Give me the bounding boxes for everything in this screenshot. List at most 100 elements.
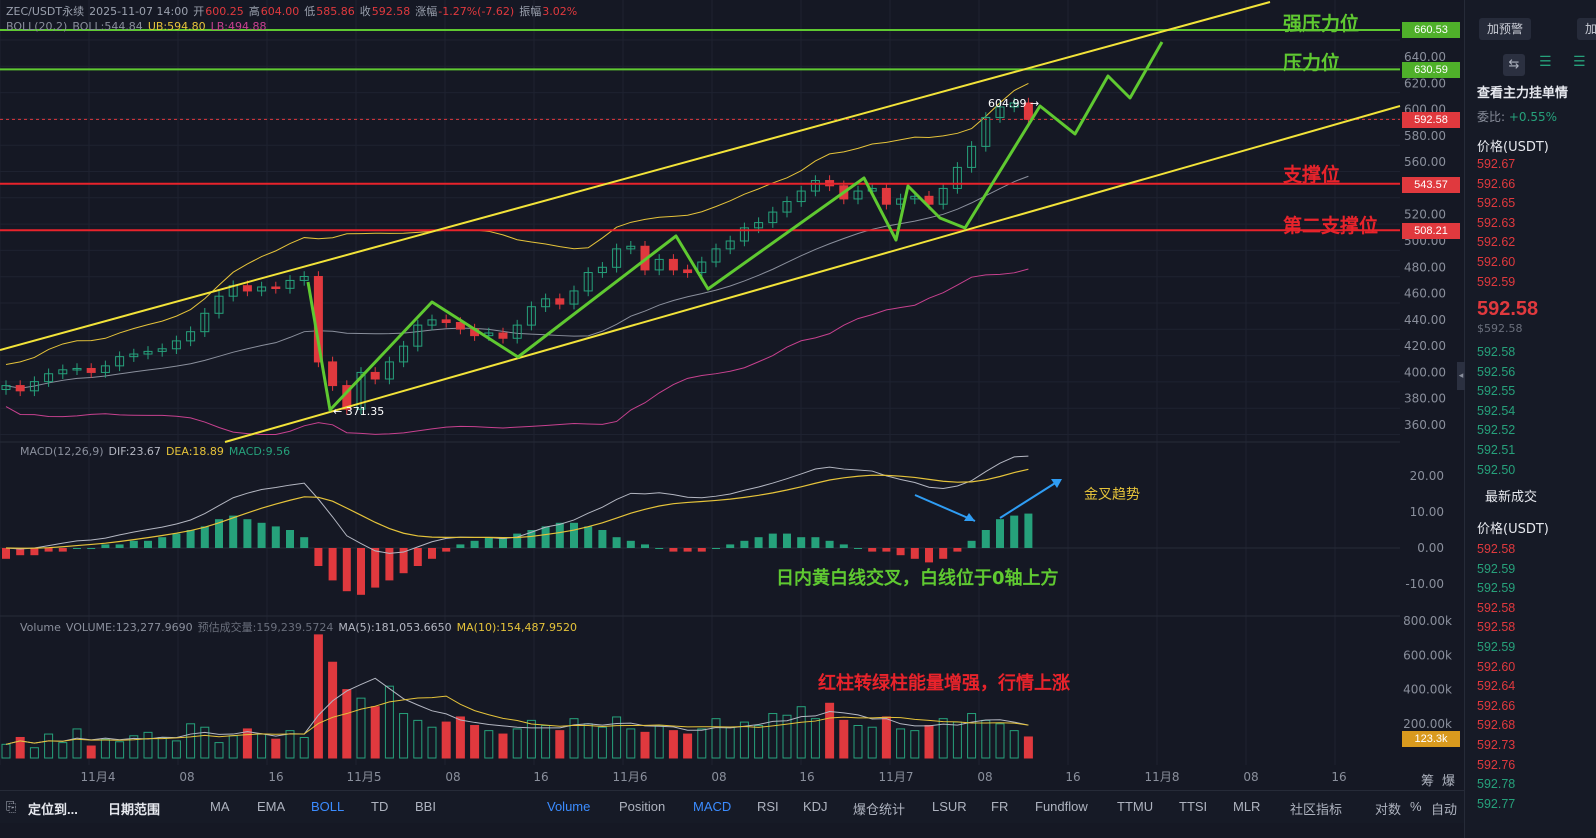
candle-body [668, 258, 678, 271]
macd-bar [555, 522, 564, 548]
add-alert-button[interactable]: 加预警 [1479, 18, 1532, 40]
bid-row[interactable]: 592.51 [1477, 443, 1516, 457]
locate-button[interactable]: 定位到... [28, 802, 78, 817]
indicator-mlr[interactable]: MLR [1233, 799, 1261, 814]
date-range-button[interactable]: 日期范围 [108, 802, 161, 817]
candle-body [981, 116, 991, 147]
orderbook-bids-icon[interactable]: ☰ [1539, 54, 1552, 70]
trade-row[interactable]: 592.78 [1477, 777, 1516, 792]
bid-row[interactable]: 592.58 [1477, 345, 1516, 359]
candle-body [1, 385, 11, 391]
volume-bar [839, 719, 849, 759]
macd-bar [101, 544, 110, 548]
ask-row[interactable]: 592.67 [1477, 157, 1516, 171]
indicator-fr[interactable]: FR [991, 799, 1009, 814]
low-price-mark: ← 371.35 [333, 405, 384, 418]
trade-row[interactable]: 592.59 [1477, 581, 1516, 596]
volume-label[interactable]: Volume [20, 621, 61, 634]
trade-row[interactable]: 592.68 [1477, 718, 1516, 733]
trade-row[interactable]: 592.73 [1477, 738, 1516, 752]
trade-row[interactable]: 592.59 [1477, 640, 1516, 654]
indicator-ttmu[interactable]: TTMU [1117, 799, 1154, 814]
candle-body [157, 348, 167, 352]
indicator-rsi[interactable]: RSI [757, 799, 779, 814]
ask-row[interactable]: 592.66 [1477, 176, 1516, 191]
macd-bar [328, 548, 337, 581]
volume-bar [58, 742, 68, 759]
log-scale-toggle[interactable]: 对数 [1375, 802, 1402, 817]
orderbook-asks-icon[interactable]: ☰ [1573, 54, 1586, 70]
bid-row[interactable]: 592.55 [1477, 384, 1516, 399]
macd-bar [115, 544, 124, 548]
indicator-volume[interactable]: Volume [547, 799, 591, 814]
ask-row[interactable]: 592.62 [1477, 235, 1516, 250]
lower-channel-line [224, 105, 1401, 443]
community-indicators-button[interactable]: 社区指标 [1290, 802, 1343, 817]
volume-bar [157, 736, 167, 759]
down-arrow-head [964, 513, 975, 521]
amp-label: 振幅 [519, 5, 542, 18]
trade-row[interactable]: 592.58 [1477, 620, 1516, 635]
percent-toggle[interactable]: % [1410, 799, 1422, 814]
orderbook-both-icon[interactable]: ⇆ [1503, 54, 1525, 76]
indicator-macd[interactable]: MACD [693, 799, 732, 814]
bid-row[interactable]: 592.56 [1477, 364, 1516, 379]
macd-bar [229, 515, 238, 548]
liquidation-map-button[interactable]: 爆 [1442, 773, 1456, 788]
indicator-ttsi[interactable]: TTSI [1179, 799, 1208, 814]
candle-body [15, 385, 25, 392]
indicator-ema[interactable]: EMA [257, 799, 286, 814]
trade-row[interactable]: 592.59 [1477, 561, 1516, 576]
boll-label[interactable]: BOLL(20,2) [6, 20, 68, 33]
macd-bar [570, 522, 578, 548]
trade-row[interactable]: 592.77 [1477, 796, 1516, 811]
view-main-orders-link[interactable]: 查看主力挂单情 [1477, 86, 1569, 101]
trade-row[interactable]: 592.58 [1477, 600, 1516, 615]
trade-row[interactable]: 592.58 [1477, 542, 1516, 556]
time-tick-label: 11月4 [81, 770, 116, 784]
indicator-bbi[interactable]: BBI [415, 799, 436, 814]
trade-row[interactable]: 592.60 [1477, 659, 1516, 674]
indicator-td[interactable]: TD [371, 799, 389, 814]
candle-body [455, 321, 465, 330]
macd-bar [981, 530, 990, 548]
collapse-panel-icon[interactable]: ◂ [1457, 362, 1465, 390]
ask-row[interactable]: 592.63 [1477, 215, 1516, 230]
order-ratio: 委比: +0.55% [1477, 108, 1557, 125]
boll-lower-line [5, 268, 1029, 435]
bid-row[interactable]: 592.54 [1477, 403, 1516, 418]
trade-row[interactable]: 592.64 [1477, 679, 1516, 694]
volume-bar [441, 721, 451, 759]
auto-scale-toggle[interactable]: 自动 [1431, 802, 1458, 817]
strong-resistance-label: 强压力位 [1283, 13, 1360, 35]
price-tick-label: 580.00 [1404, 129, 1446, 143]
ratio-label: 委比: [1477, 110, 1506, 124]
indicator-liquidation[interactable]: 爆仓统计 [853, 802, 906, 817]
time-label: 2025-11-07 14:00 [89, 5, 189, 18]
trade-row[interactable]: 592.66 [1477, 698, 1516, 713]
chip-distribution-button[interactable]: 筹 [1421, 773, 1435, 788]
boll-ub-value: UB:594.80 [147, 20, 206, 33]
ask-row[interactable]: 592.59 [1477, 274, 1516, 289]
trade-row[interactable]: 592.76 [1477, 757, 1516, 772]
candle-body [711, 248, 721, 263]
bid-row[interactable]: 592.52 [1477, 423, 1516, 438]
macd-label[interactable]: MACD(12,26,9) [20, 445, 104, 458]
indicator-ma[interactable]: MA [210, 799, 230, 814]
ask-row[interactable]: 592.65 [1477, 196, 1516, 211]
chart-canvas[interactable]: 604.99 →← 371.35 640.00620.00600.00580.0… [0, 0, 1464, 790]
macd-bar [73, 548, 81, 549]
add-button[interactable]: 加 [1577, 18, 1596, 40]
indicator-kdj[interactable]: KDJ [803, 799, 828, 814]
indicator-position[interactable]: Position [619, 799, 666, 814]
candle-body [512, 324, 522, 339]
price-tick-label: 400.00 [1404, 365, 1446, 379]
volume-bar [583, 723, 593, 759]
ask-row[interactable]: 592.60 [1477, 255, 1516, 269]
bid-row[interactable]: 592.50 [1477, 462, 1516, 477]
locate-icon[interactable]: ⎘ [6, 799, 17, 814]
indicator-boll[interactable]: BOLL [311, 799, 345, 814]
indicator-lsur[interactable]: LSUR [932, 799, 967, 814]
indicator-fundflow[interactable]: Fundflow [1035, 799, 1088, 814]
candle-body [924, 195, 934, 205]
